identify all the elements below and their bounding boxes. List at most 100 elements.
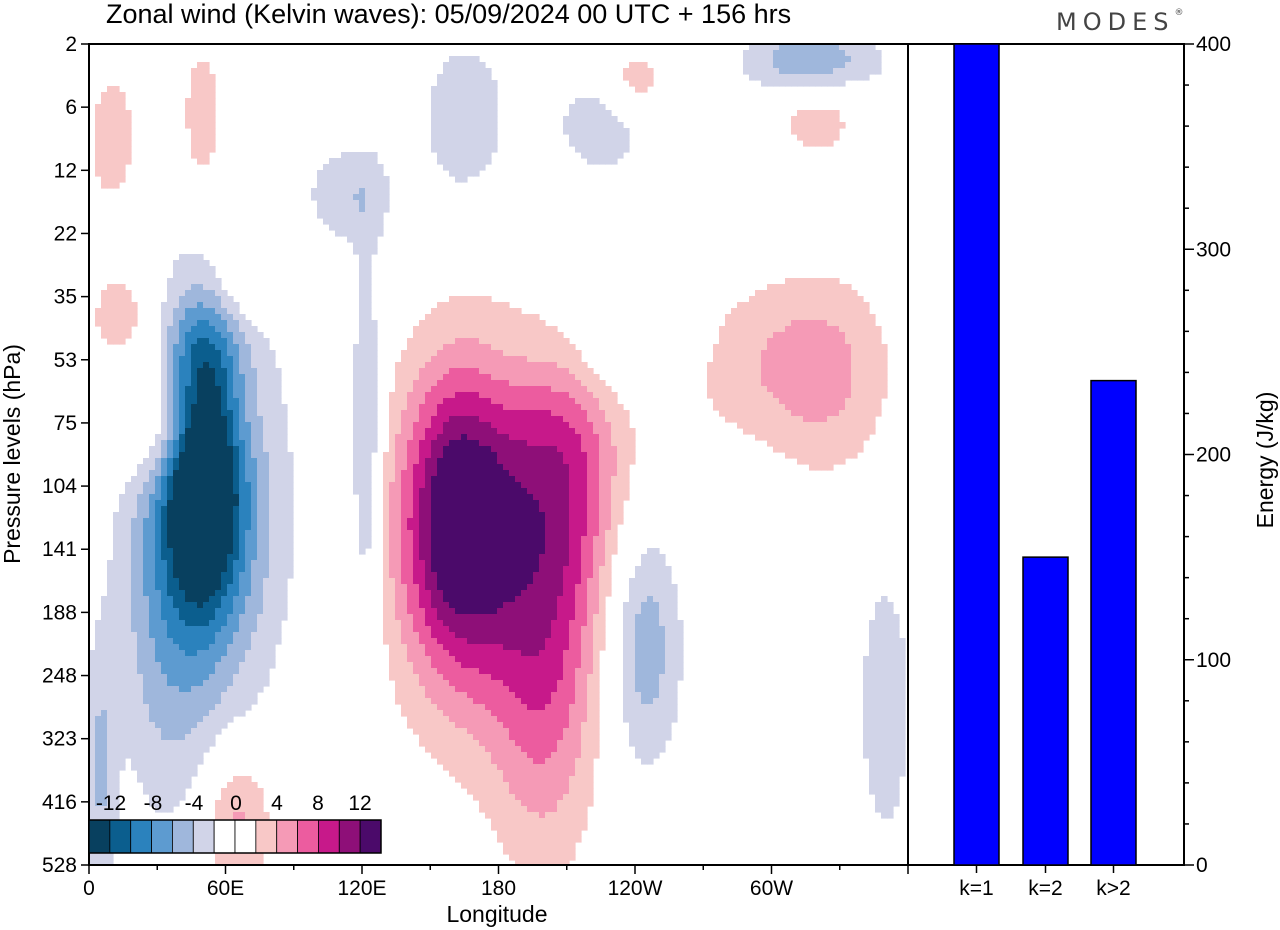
heatmap-cell — [251, 410, 258, 417]
heatmap-cell — [533, 344, 540, 351]
heatmap-cell — [179, 314, 186, 321]
heatmap-cell — [179, 590, 186, 597]
heatmap-cell — [863, 422, 870, 429]
heatmap-cell — [845, 308, 852, 315]
heatmap-cell — [179, 506, 186, 513]
heatmap-cell — [167, 482, 174, 489]
heatmap-cell — [785, 440, 792, 447]
heatmap-cell — [449, 164, 456, 171]
heatmap-cell — [317, 212, 324, 219]
heatmap-cell — [713, 386, 720, 393]
heatmap-cell — [539, 416, 546, 423]
heatmap-cell — [431, 350, 438, 357]
heatmap-cell — [359, 296, 366, 303]
heatmap-cell — [365, 350, 372, 357]
heatmap-cell — [581, 578, 588, 585]
heatmap-cell — [629, 68, 636, 75]
heatmap-cell — [539, 560, 546, 567]
heatmap-cell — [125, 290, 132, 297]
heatmap-cell — [251, 512, 258, 519]
heatmap-cell — [521, 410, 528, 417]
heatmap-cell — [803, 428, 810, 435]
heatmap-cell — [539, 350, 546, 357]
heatmap-cell — [851, 296, 858, 303]
heatmap-cell — [473, 326, 480, 333]
heatmap-cell — [407, 548, 414, 555]
heatmap-cell — [107, 146, 114, 153]
heatmap-cell — [779, 368, 786, 375]
heatmap-cell — [257, 566, 264, 573]
heatmap-cell — [431, 542, 438, 549]
heatmap-cell — [431, 518, 438, 525]
heatmap-cell — [491, 380, 498, 387]
heatmap-cell — [191, 524, 198, 531]
heatmap-cell — [557, 548, 564, 555]
heatmap-cell — [761, 422, 768, 429]
heatmap-cell — [215, 482, 222, 489]
heatmap-cell — [515, 602, 522, 609]
heatmap-cell — [797, 314, 804, 321]
heatmap-cell — [359, 368, 366, 375]
heatmap-cell — [119, 494, 126, 501]
heatmap-cell — [485, 326, 492, 333]
heatmap-cell — [515, 500, 522, 507]
heatmap-cell — [605, 128, 612, 135]
heatmap-cell — [419, 536, 426, 543]
heatmap-cell — [425, 590, 432, 597]
heatmap-cell — [533, 596, 540, 603]
heatmap-cell — [263, 356, 270, 363]
heatmap-cell — [653, 554, 660, 561]
heatmap-cell — [485, 356, 492, 363]
heatmap-cell — [113, 170, 120, 177]
heatmap-cell — [563, 566, 570, 573]
heatmap-cell — [233, 560, 240, 567]
heatmap-cell — [815, 344, 822, 351]
heatmap-cell — [173, 482, 180, 489]
heatmap-cell — [419, 590, 426, 597]
heatmap-cell — [383, 518, 390, 525]
heatmap-cell — [425, 542, 432, 549]
heatmap-cell — [191, 602, 198, 609]
heatmap-cell — [239, 422, 246, 429]
heatmap-cell — [101, 296, 108, 303]
heatmap-cell — [569, 362, 576, 369]
heatmap-cell — [539, 374, 546, 381]
heatmap-cell — [455, 554, 462, 561]
heatmap-cell — [575, 488, 582, 495]
heatmap-cell — [587, 98, 594, 105]
heatmap-cell — [557, 368, 564, 375]
heatmap-cell — [443, 80, 450, 87]
heatmap-cell — [557, 494, 564, 501]
heatmap-cell — [155, 566, 162, 573]
heatmap-cell — [425, 314, 432, 321]
heatmap-cell — [371, 194, 378, 201]
heatmap-cell — [425, 518, 432, 525]
heatmap-cell — [803, 392, 810, 399]
heatmap-cell — [251, 572, 258, 579]
heatmap-cell — [185, 356, 192, 363]
heatmap-cell — [479, 602, 486, 609]
heatmap-cell — [845, 74, 852, 81]
heatmap-cell — [527, 530, 534, 537]
heatmap-cell — [419, 434, 426, 441]
heatmap-cell — [335, 164, 342, 171]
heatmap-cell — [497, 518, 504, 525]
heatmap-cell — [839, 350, 846, 357]
heatmap-cell — [185, 350, 192, 357]
heatmap-cell — [509, 362, 516, 369]
heatmap-cell — [431, 332, 438, 339]
heatmap-cell — [719, 380, 726, 387]
heatmap-cell — [479, 572, 486, 579]
heatmap-cell — [371, 158, 378, 165]
heatmap-cell — [185, 374, 192, 381]
heatmap-cell — [233, 518, 240, 525]
heatmap-cell — [449, 344, 456, 351]
heatmap-cell — [167, 332, 174, 339]
heatmap-cell — [749, 404, 756, 411]
heatmap-cell — [101, 290, 108, 297]
heatmap-cell — [509, 554, 516, 561]
heatmap-cell — [215, 488, 222, 495]
heatmap-cell — [785, 296, 792, 303]
heatmap-cell — [449, 170, 456, 177]
heatmap-cell — [827, 314, 834, 321]
